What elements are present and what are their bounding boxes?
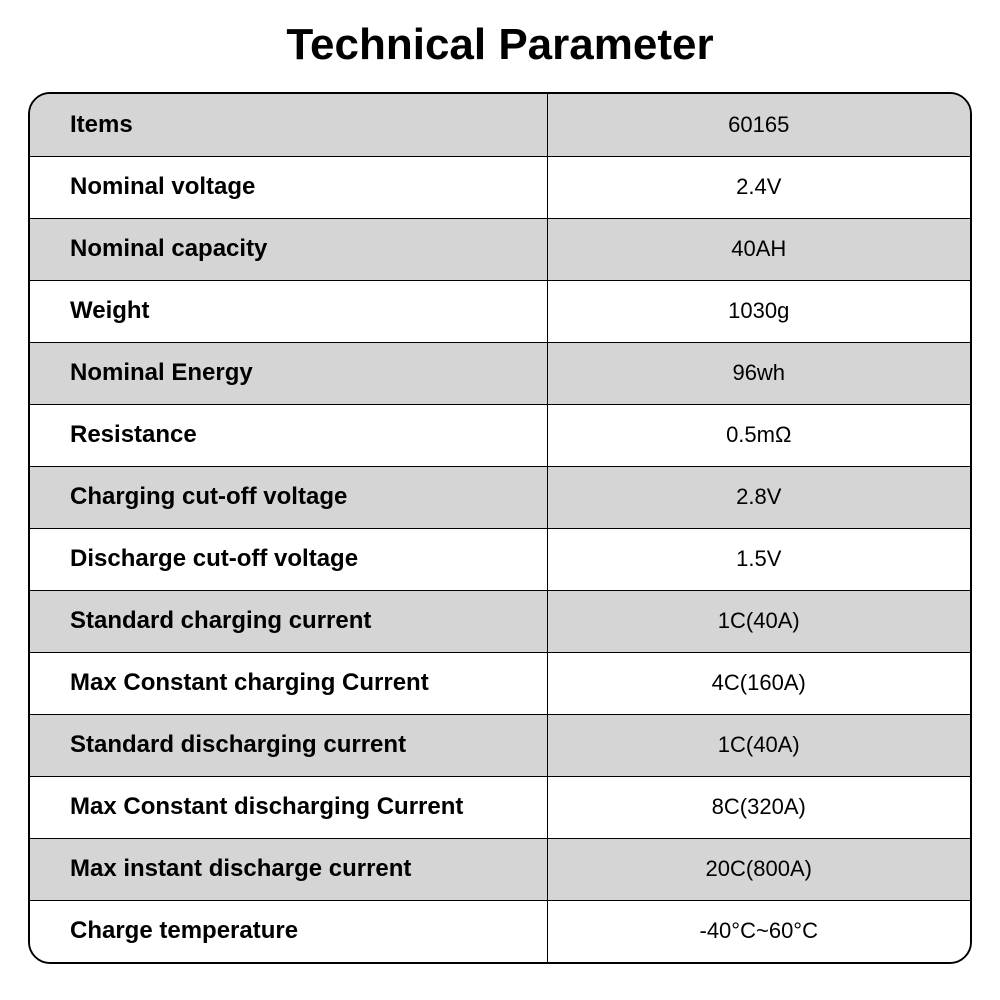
spec-value: 2.4V (547, 156, 970, 218)
spec-value: 0.5mΩ (547, 404, 970, 466)
spec-label: Standard charging current (30, 590, 547, 652)
spec-label: Weight (30, 280, 547, 342)
spec-table-body: Items60165Nominal voltage2.4VNominal cap… (30, 94, 970, 962)
spec-value: 8C(320A) (547, 776, 970, 838)
table-row: Standard charging current1C(40A) (30, 590, 970, 652)
spec-label: Max instant discharge current (30, 838, 547, 900)
page-title: Technical Parameter (0, 20, 1000, 70)
spec-value: 1C(40A) (547, 714, 970, 776)
table-row: Items60165 (30, 94, 970, 156)
spec-label: Discharge cut-off voltage (30, 528, 547, 590)
spec-label: Nominal voltage (30, 156, 547, 218)
table-row: Discharge cut-off voltage1.5V (30, 528, 970, 590)
spec-value: 1C(40A) (547, 590, 970, 652)
spec-label: Nominal capacity (30, 218, 547, 280)
table-row: Max Constant charging Current4C(160A) (30, 652, 970, 714)
spec-value: 60165 (547, 94, 970, 156)
spec-label: Resistance (30, 404, 547, 466)
table-row: Standard discharging current1C(40A) (30, 714, 970, 776)
spec-label: Max Constant discharging Current (30, 776, 547, 838)
spec-value: 1030g (547, 280, 970, 342)
table-row: Nominal Energy96wh (30, 342, 970, 404)
spec-table-container: Items60165Nominal voltage2.4VNominal cap… (28, 92, 972, 964)
spec-value: 40AH (547, 218, 970, 280)
spec-value: -40°C~60°C (547, 900, 970, 962)
spec-value: 2.8V (547, 466, 970, 528)
spec-label: Charge temperature (30, 900, 547, 962)
spec-label: Charging cut-off voltage (30, 466, 547, 528)
table-row: Resistance0.5mΩ (30, 404, 970, 466)
spec-label: Items (30, 94, 547, 156)
table-row: Charge temperature-40°C~60°C (30, 900, 970, 962)
spec-value: 20C(800A) (547, 838, 970, 900)
spec-value: 1.5V (547, 528, 970, 590)
table-row: Charging cut-off voltage2.8V (30, 466, 970, 528)
spec-table: Items60165Nominal voltage2.4VNominal cap… (30, 94, 970, 962)
table-row: Weight1030g (30, 280, 970, 342)
spec-value: 4C(160A) (547, 652, 970, 714)
table-row: Nominal voltage2.4V (30, 156, 970, 218)
table-row: Max Constant discharging Current8C(320A) (30, 776, 970, 838)
table-row: Max instant discharge current20C(800A) (30, 838, 970, 900)
spec-value: 96wh (547, 342, 970, 404)
spec-label: Nominal Energy (30, 342, 547, 404)
spec-label: Standard discharging current (30, 714, 547, 776)
table-row: Nominal capacity40AH (30, 218, 970, 280)
spec-label: Max Constant charging Current (30, 652, 547, 714)
